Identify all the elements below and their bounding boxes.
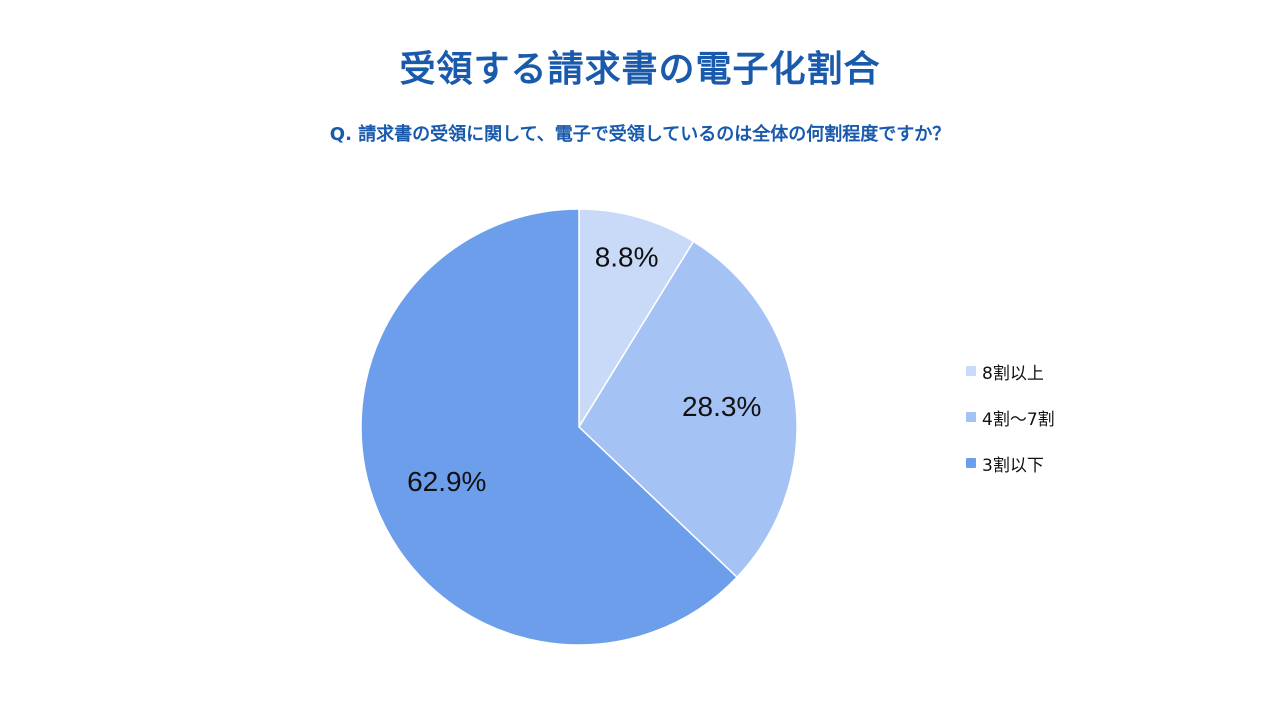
pie-slice-label-2: 28.3% bbox=[682, 391, 761, 422]
pie-slice-1 bbox=[578, 208, 695, 430]
legend-swatch bbox=[966, 458, 976, 468]
pie-slice-label-3: 62.9% bbox=[407, 466, 486, 497]
legend-item: 4割〜7割 bbox=[966, 404, 1055, 430]
pie-labels: 8.8% 28.3% 62.9% bbox=[407, 242, 761, 498]
pie-slice-3 bbox=[360, 208, 739, 646]
legend-item: 8割以上 bbox=[966, 358, 1055, 384]
chart-legend: 8割以上 4割〜7割 3割以下 bbox=[966, 358, 1055, 496]
legend-item: 3割以下 bbox=[966, 450, 1055, 476]
legend-swatch bbox=[966, 412, 976, 422]
legend-swatch bbox=[966, 366, 976, 376]
pie-slice-2 bbox=[578, 240, 798, 579]
legend-label: 8割以上 bbox=[982, 363, 1044, 384]
legend-label: 3割以下 bbox=[982, 455, 1044, 476]
chart-title: 受領する請求書の電子化割合 bbox=[399, 49, 881, 90]
chart-question: Q. 請求書の受領に関して、電子で受領しているのは全体の何割程度ですか？ bbox=[329, 124, 951, 145]
legend-label: 4割〜7割 bbox=[982, 409, 1055, 430]
pie-slice-label-1: 8.8% bbox=[595, 242, 659, 273]
pie-slices bbox=[360, 208, 798, 646]
